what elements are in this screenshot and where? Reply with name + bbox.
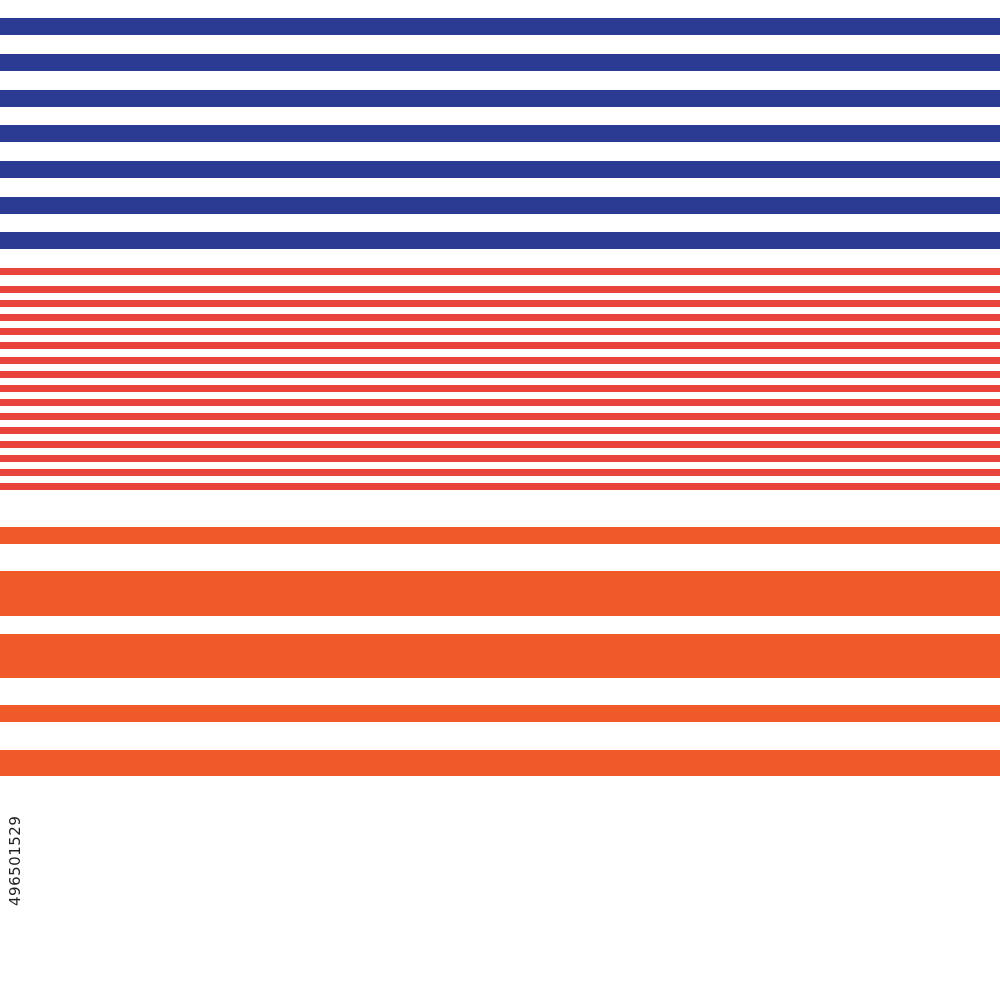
red-stripe xyxy=(0,385,1000,392)
orange-stripe xyxy=(0,527,1000,544)
red-stripe xyxy=(0,427,1000,434)
red-stripe xyxy=(0,469,1000,476)
red-stripe xyxy=(0,328,1000,335)
blue-stripe xyxy=(0,18,1000,35)
blue-stripe xyxy=(0,161,1000,178)
orange-stripe xyxy=(0,705,1000,722)
red-stripe xyxy=(0,441,1000,448)
blue-stripe xyxy=(0,90,1000,107)
orange-stripe xyxy=(0,571,1000,616)
red-stripe xyxy=(0,357,1000,364)
red-stripe xyxy=(0,483,1000,490)
red-stripe xyxy=(0,300,1000,307)
blue-stripe xyxy=(0,125,1000,142)
blue-stripe xyxy=(0,197,1000,214)
orange-stripe xyxy=(0,634,1000,678)
red-stripe xyxy=(0,314,1000,321)
red-stripe xyxy=(0,455,1000,462)
red-stripe xyxy=(0,342,1000,349)
stock-id-label: 496501529 xyxy=(6,815,24,906)
blue-stripe xyxy=(0,54,1000,71)
red-stripe xyxy=(0,371,1000,378)
red-stripe xyxy=(0,268,1000,275)
blue-stripe xyxy=(0,232,1000,249)
orange-stripe xyxy=(0,750,1000,776)
red-stripe xyxy=(0,286,1000,293)
red-stripe xyxy=(0,413,1000,420)
red-stripe xyxy=(0,399,1000,406)
